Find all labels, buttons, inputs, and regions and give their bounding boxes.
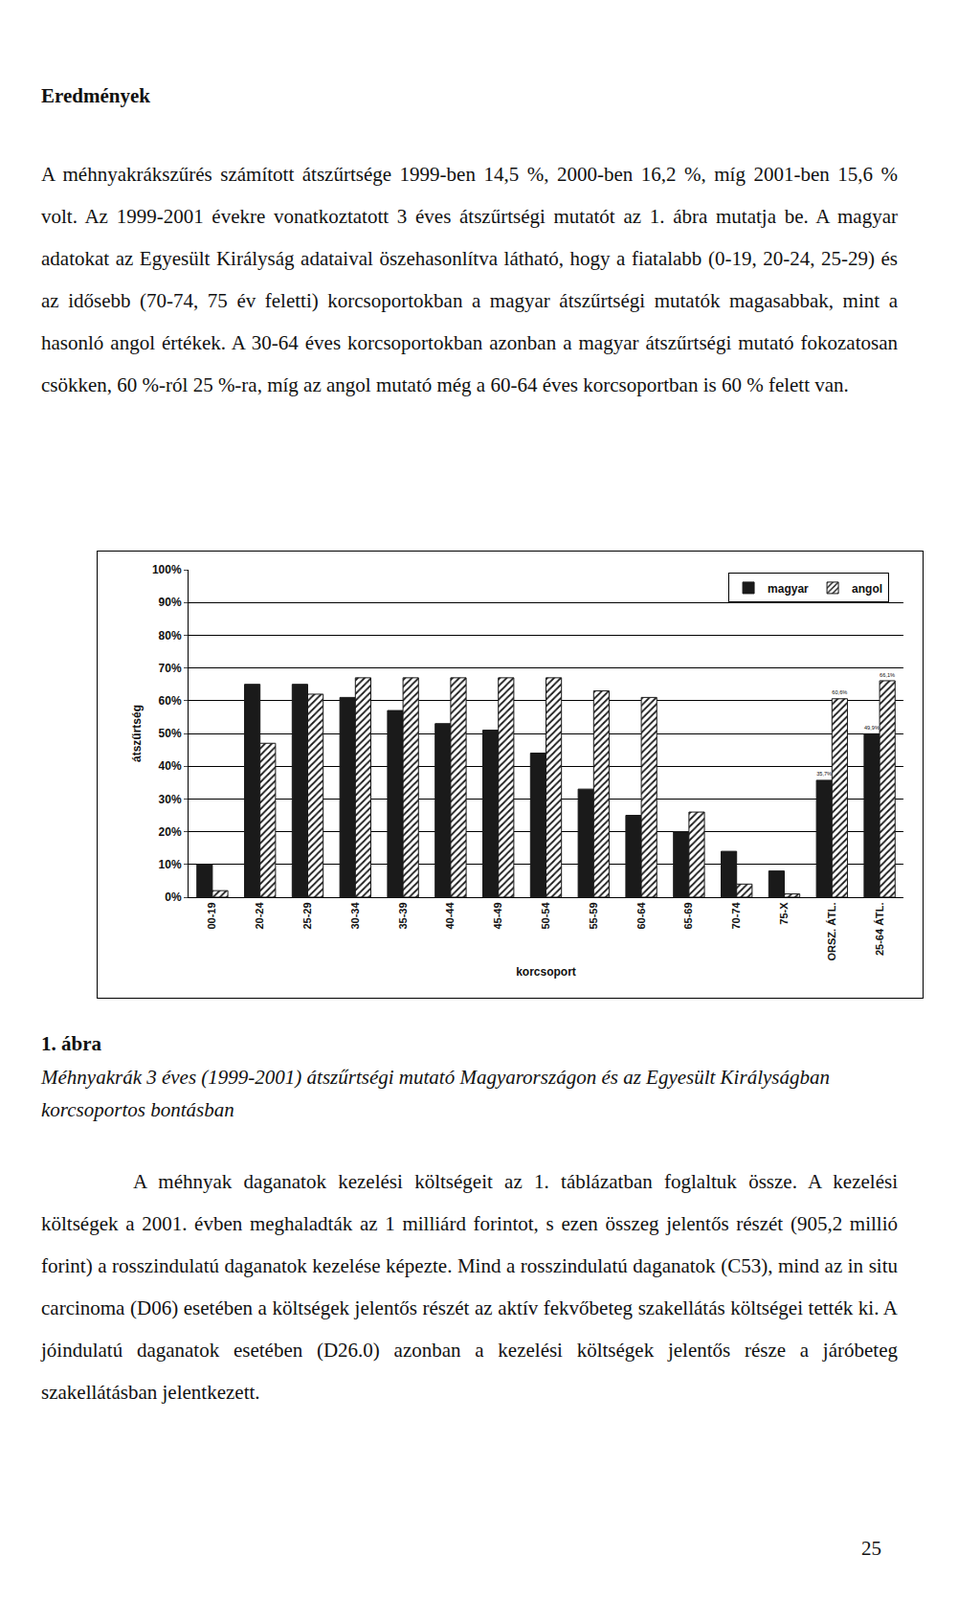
svg-text:49,9%: 49,9%: [864, 724, 880, 731]
svg-text:25-64 ÁTL.: 25-64 ÁTL.: [873, 901, 886, 956]
svg-text:40-44: 40-44: [444, 901, 456, 930]
svg-text:35,7%: 35,7%: [816, 770, 832, 777]
svg-text:20%: 20%: [158, 824, 182, 839]
svg-text:35-39: 35-39: [397, 901, 409, 929]
svg-text:ORSZ. ÁTL.: ORSZ. ÁTL.: [825, 901, 838, 960]
svg-text:00-19: 00-19: [205, 901, 218, 929]
svg-text:10%: 10%: [158, 857, 182, 871]
svg-text:90%: 90%: [158, 595, 182, 609]
svg-text:100%: 100%: [152, 562, 182, 577]
svg-text:magyar: magyar: [767, 581, 809, 596]
svg-text:átszűrtség: átszűrtség: [130, 704, 144, 762]
svg-text:30-34: 30-34: [349, 901, 361, 930]
html-text:Eredmények: Eredmények: [41, 84, 151, 108]
svg-text:70-74: 70-74: [730, 901, 742, 930]
html-text:Méhnyakrák 3 éves (1999-2001): Méhnyakrák 3 éves (1999-2001) átszűrtség…: [41, 1065, 830, 1121]
svg-text:60,6%: 60,6%: [831, 689, 847, 695]
svg-text:korcsoport: korcsoport: [515, 964, 577, 979]
svg-text:60-64: 60-64: [635, 901, 647, 930]
svg-text:25-29: 25-29: [301, 901, 313, 929]
svg-text:50-54: 50-54: [539, 901, 552, 930]
svg-text:70%: 70%: [158, 661, 182, 675]
svg-text:45-49: 45-49: [491, 901, 504, 929]
html-text:1. ábra: 1. ábra: [41, 1031, 102, 1055]
html-text:A méhnyakrákszűrés számított á: A méhnyakrákszűrés számított átszűrtsége…: [41, 162, 898, 397]
svg-text:40%: 40%: [158, 758, 182, 773]
svg-text:0%: 0%: [164, 890, 182, 904]
svg-text:50%: 50%: [158, 726, 182, 740]
svg-text:75-X: 75-X: [778, 901, 790, 925]
svg-text:angol: angol: [851, 581, 883, 596]
svg-text:60%: 60%: [158, 693, 182, 708]
svg-text:20-24: 20-24: [253, 901, 266, 930]
svg-text:30%: 30%: [158, 792, 182, 806]
svg-text:55-59: 55-59: [587, 901, 600, 929]
svg-text:65-69: 65-69: [682, 901, 694, 929]
svg-text:80%: 80%: [158, 628, 182, 643]
html-text:25: 25: [861, 1536, 882, 1560]
svg-text:66,1%: 66,1%: [879, 671, 895, 678]
html-text:A méhnyak daganatok kezelési k: A méhnyak daganatok kezelési költségeit …: [41, 1169, 898, 1404]
